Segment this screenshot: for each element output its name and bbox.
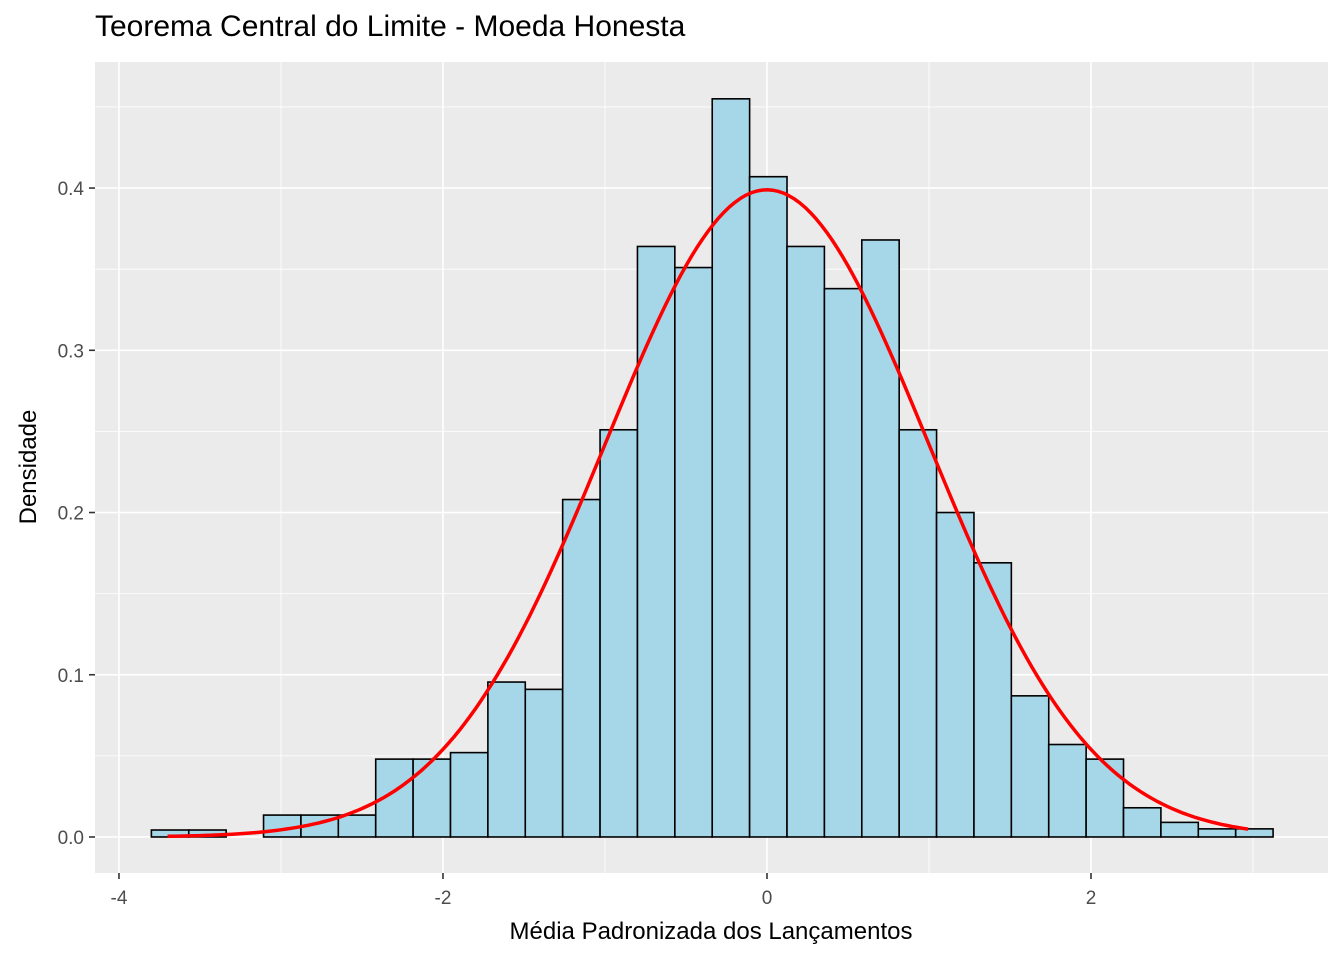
y-axis-label: Densidade — [15, 410, 42, 525]
histogram-bar — [1160, 821, 1200, 838]
histogram-bar — [1047, 743, 1087, 838]
y-tick-label: 0.4 — [58, 179, 85, 200]
histogram-bar — [1122, 806, 1162, 838]
x-tick-label: 0 — [762, 888, 773, 909]
histogram-bar — [636, 245, 676, 838]
histogram-bar — [748, 175, 788, 838]
histogram-bar — [1197, 828, 1237, 838]
histogram-bar — [487, 681, 527, 838]
histogram-bars — [150, 98, 1274, 838]
x-axis-label: Média Padronizada dos Lançamentos — [510, 918, 913, 945]
histogram-bar — [1234, 828, 1274, 838]
histogram-bar — [823, 287, 863, 838]
y-tick-label: 0.2 — [58, 504, 84, 525]
histogram-bar — [561, 498, 601, 838]
histogram-bar — [898, 428, 938, 838]
histogram-bar — [674, 266, 714, 838]
x-tick-label: -2 — [435, 888, 452, 909]
normal-density-curve — [167, 188, 1249, 839]
histogram-bar — [599, 428, 639, 838]
y-tick-label: 0.3 — [58, 341, 84, 362]
chart-title: Teorema Central do Limite - Moeda Honest… — [95, 10, 686, 43]
histogram-bar — [711, 98, 751, 838]
histogram-bar — [337, 814, 377, 838]
y-tick-label: 0.0 — [58, 828, 84, 849]
histogram-bar — [860, 239, 900, 838]
histogram-bar — [449, 751, 489, 838]
y-tick-label: 0.1 — [58, 666, 84, 687]
x-tick-label: 2 — [1086, 888, 1097, 909]
x-tick-label: -4 — [111, 888, 128, 909]
histogram-bar — [973, 562, 1013, 838]
histogram-bar — [935, 511, 975, 838]
histogram-bar — [524, 688, 564, 838]
histogram-bar — [786, 245, 826, 838]
axes: -4 -2 0 2 0.0 0.1 0.2 0.3 0.4 — [58, 179, 1097, 909]
histogram-bar — [1010, 695, 1050, 838]
histogram-bar — [1085, 758, 1125, 838]
